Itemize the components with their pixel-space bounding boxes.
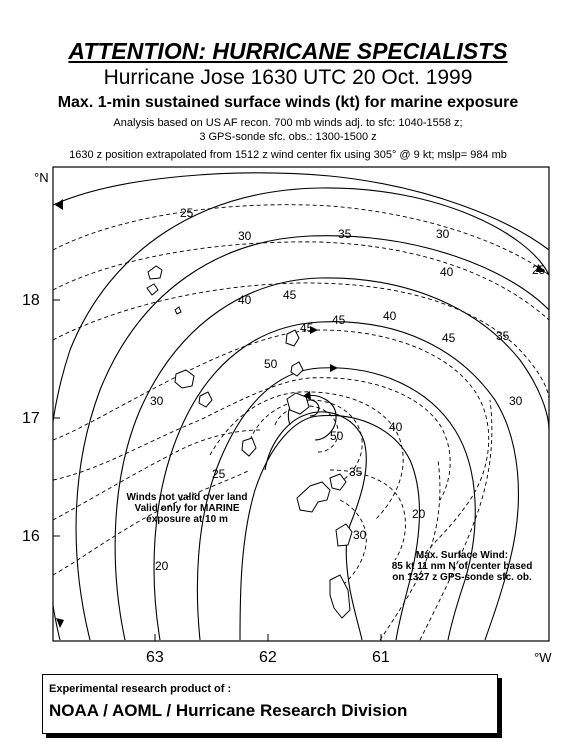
footer-line-2: NOAA / AOML / Hurricane Research Divisio… [49,701,408,720]
map-title: Hurricane Jose 1630 UTC 20 Oct. 1999 [103,66,473,89]
lat-tick-18: 18 [22,292,40,309]
contour-label: 25 [532,263,546,277]
contour-labels: 25 30 35 30 25 40 45 40 45 50 45 40 35 30 30 25 20 35 30 40… [150,206,546,573]
footer-box: Experimental research product of : NOAA … [42,674,498,734]
analysis-line-1: Analysis based on US AF recon. 700 mb wi… [113,117,463,129]
contour-label: 45 [332,313,346,327]
contour-label: 20 [412,507,426,521]
contour-label: 30 [150,394,164,408]
contour-label: 45 [283,288,297,302]
lat-tick-16: 16 [22,528,40,545]
land-note-line: exposure at 10 m [146,514,228,525]
streamlines [53,172,549,641]
contour-label: 40 [389,420,403,434]
isotachs [53,204,549,641]
contour-label: 30 [509,394,523,408]
analysis-line-3: 1630 z position extrapolated from 1512 z… [69,149,507,161]
contour-label: 30 [436,227,450,241]
analysis-line-2: 3 GPS-sonde sfc. obs.: 1300-1500 z [199,131,377,143]
lat-unit-label: °N [34,170,49,185]
axis-ticks [53,299,382,641]
contour-label: 40 [238,293,252,307]
max-wind-note: Max. Surface Wind: 85 kt 11 nm N of cent… [376,550,548,583]
contour-label: 20 [155,559,169,573]
islands [146,265,353,619]
contour-label: 25 [180,206,194,220]
contour-label: 30 [353,528,367,542]
lon-unit-label: °W [534,650,552,665]
contour-label: 35 [338,227,352,241]
map-subtitle: Max. 1-min sustained surface winds (kt) … [57,94,519,111]
contour-label: 25 [212,467,226,481]
lon-tick-61: 61 [372,649,390,666]
flow-arrows [55,199,545,628]
contour-label: 45 [300,321,314,335]
contour-label: 35 [349,465,363,479]
land-note-line: Winds not valid over land [126,492,248,503]
max-wind-line: 85 kt 11 nm N of center based [391,561,533,572]
land-note: Winds not valid over land Valid only for… [112,492,262,525]
lon-tick-62: 62 [259,649,277,666]
contour-label: 50 [264,357,278,371]
contour-label: 50 [330,429,344,443]
contour-label: 35 [496,329,510,343]
land-note-line: Valid only for MARINE [134,503,240,514]
contour-label: 45 [442,331,456,345]
lat-tick-17: 17 [22,410,40,427]
max-wind-line: Max. Surface Wind: [415,550,509,561]
contour-label: 40 [440,265,454,279]
contour-label: 40 [383,309,397,323]
max-wind-line: on 1327 z GPS-sonde sfc. ob. [392,572,532,583]
attention-heading: ATTENTION: HURRICANE SPECIALISTS [68,38,508,64]
footer-line-1: Experimental research product of : [49,683,232,695]
contour-label: 30 [238,229,252,243]
lon-tick-63: 63 [146,649,164,666]
